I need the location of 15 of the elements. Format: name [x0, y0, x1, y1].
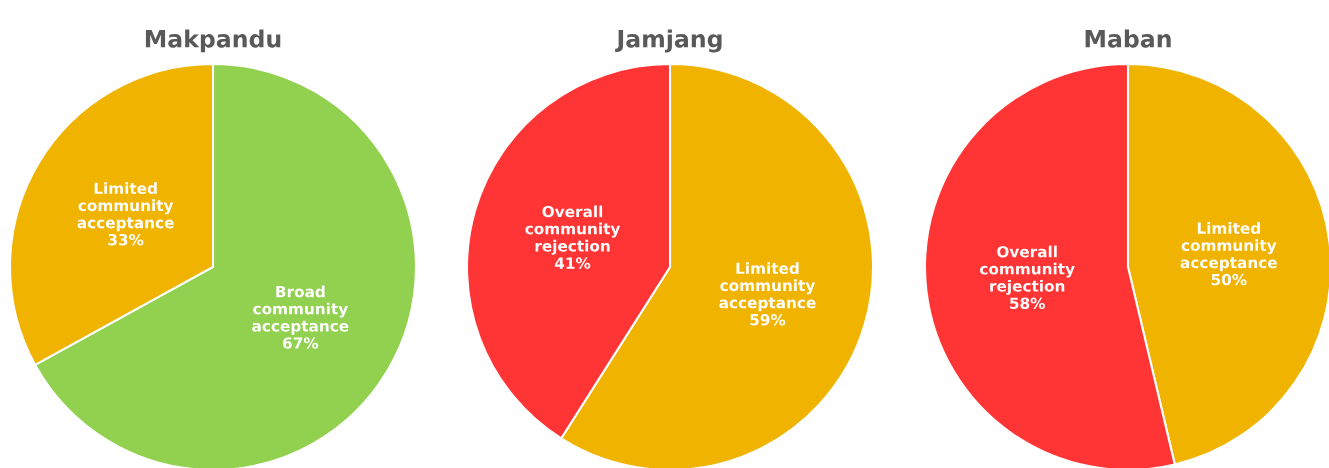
- slice-label: Limited community acceptance: [77, 182, 174, 232]
- slice-label: Overall community rejection: [525, 205, 621, 255]
- data-label: 67%: [283, 337, 319, 349]
- slice-label: Overall community rejection: [980, 245, 1075, 295]
- slice-label: Limited community acceptance: [719, 262, 816, 312]
- slice-label: Broad community acceptance: [252, 285, 349, 335]
- data-label: 58%: [1010, 297, 1045, 309]
- chart-title: Makpandu: [145, 29, 281, 53]
- data-label: 41%: [554, 257, 591, 269]
- chart-title: Maban: [1085, 29, 1171, 48]
- data-label: 50%: [1211, 273, 1247, 286]
- chart-title: Jamjang: [615, 29, 722, 53]
- data-label: 33%: [108, 233, 144, 246]
- data-label: 59%: [750, 313, 786, 326]
- slice-label: Limited community acceptance: [1180, 222, 1277, 272]
